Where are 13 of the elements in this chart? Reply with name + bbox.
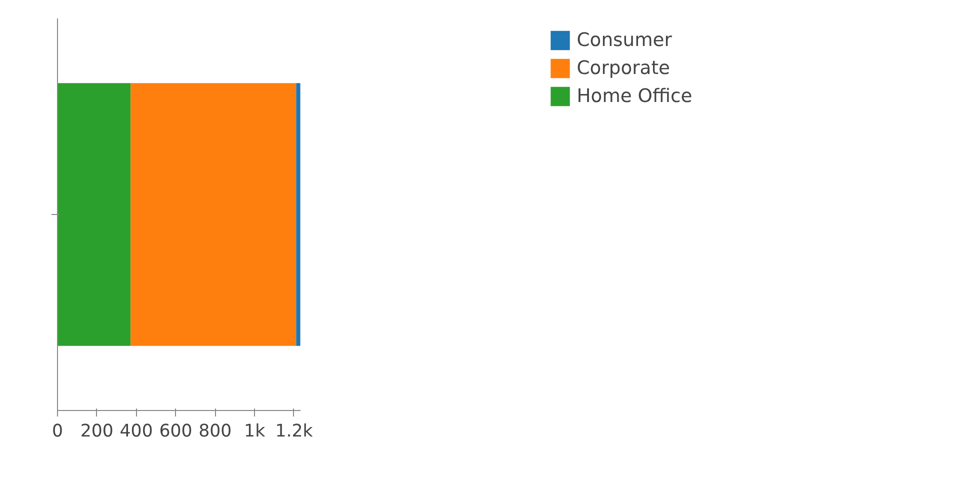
bar	[130, 83, 296, 346]
x-tick-label: 400	[120, 422, 153, 442]
legend-label: Corporate	[576, 58, 670, 78]
bar	[296, 83, 300, 346]
x-tick-label: 1.2k	[275, 422, 313, 442]
x-tick-label: 0	[52, 422, 64, 442]
legend-label: Home Office	[576, 86, 692, 106]
x-tick-label: 600	[159, 422, 192, 442]
x-tick-label: 800	[198, 422, 232, 442]
x-tick-label: 1k	[244, 422, 266, 442]
bar	[58, 83, 131, 346]
legend-label: Consumer	[576, 30, 672, 50]
x-tick-label: 200	[80, 422, 114, 442]
